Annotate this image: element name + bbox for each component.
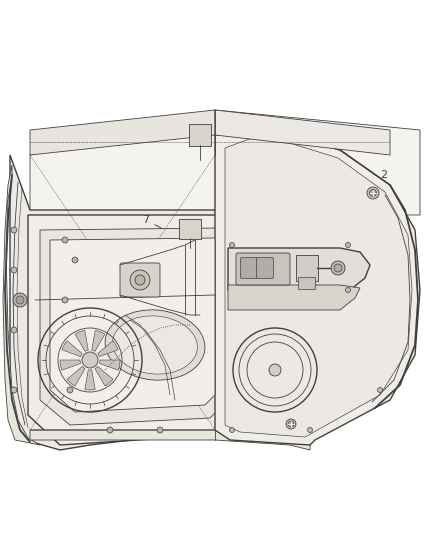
Circle shape bbox=[230, 243, 234, 247]
Circle shape bbox=[378, 387, 382, 392]
Circle shape bbox=[269, 364, 281, 376]
Circle shape bbox=[370, 190, 377, 197]
Circle shape bbox=[82, 352, 98, 368]
Polygon shape bbox=[228, 248, 370, 290]
Polygon shape bbox=[225, 138, 412, 437]
Text: 7: 7 bbox=[142, 215, 176, 236]
Polygon shape bbox=[215, 130, 420, 445]
Wedge shape bbox=[60, 360, 81, 370]
Polygon shape bbox=[215, 110, 390, 155]
Text: 1: 1 bbox=[251, 170, 312, 207]
Polygon shape bbox=[30, 430, 310, 450]
Circle shape bbox=[157, 427, 163, 433]
Circle shape bbox=[11, 267, 17, 273]
Wedge shape bbox=[92, 330, 105, 351]
Circle shape bbox=[367, 187, 379, 199]
Text: 4: 4 bbox=[287, 248, 304, 261]
FancyBboxPatch shape bbox=[257, 257, 273, 279]
Circle shape bbox=[130, 270, 150, 290]
Wedge shape bbox=[75, 330, 88, 351]
Text: 6: 6 bbox=[214, 367, 232, 385]
Text: 3: 3 bbox=[296, 330, 318, 353]
Polygon shape bbox=[50, 238, 215, 412]
FancyBboxPatch shape bbox=[298, 277, 315, 289]
Polygon shape bbox=[30, 110, 215, 155]
Text: 8: 8 bbox=[291, 425, 299, 435]
Circle shape bbox=[230, 427, 234, 432]
Polygon shape bbox=[30, 110, 420, 245]
Circle shape bbox=[135, 275, 145, 285]
Circle shape bbox=[346, 287, 350, 293]
Polygon shape bbox=[28, 215, 230, 445]
Circle shape bbox=[286, 419, 296, 429]
Ellipse shape bbox=[105, 310, 205, 380]
Wedge shape bbox=[62, 341, 82, 357]
FancyBboxPatch shape bbox=[240, 257, 258, 279]
Wedge shape bbox=[98, 341, 118, 357]
Circle shape bbox=[334, 264, 342, 272]
FancyBboxPatch shape bbox=[120, 263, 160, 297]
Wedge shape bbox=[67, 366, 85, 386]
Ellipse shape bbox=[113, 316, 198, 374]
Circle shape bbox=[11, 327, 17, 333]
Circle shape bbox=[62, 237, 68, 243]
FancyBboxPatch shape bbox=[296, 255, 318, 281]
Text: 5: 5 bbox=[378, 280, 399, 294]
Circle shape bbox=[307, 427, 312, 432]
Wedge shape bbox=[95, 366, 113, 386]
Text: 2: 2 bbox=[374, 170, 388, 191]
Polygon shape bbox=[40, 228, 220, 425]
Circle shape bbox=[346, 243, 350, 247]
FancyBboxPatch shape bbox=[236, 253, 290, 285]
Polygon shape bbox=[3, 165, 40, 445]
Wedge shape bbox=[85, 370, 95, 390]
Circle shape bbox=[107, 427, 113, 433]
Polygon shape bbox=[228, 285, 360, 310]
Circle shape bbox=[331, 261, 345, 275]
Wedge shape bbox=[99, 360, 120, 370]
Polygon shape bbox=[10, 155, 230, 450]
FancyBboxPatch shape bbox=[179, 219, 201, 239]
Circle shape bbox=[11, 227, 17, 233]
Circle shape bbox=[16, 296, 24, 304]
Circle shape bbox=[72, 257, 78, 263]
Circle shape bbox=[67, 387, 73, 393]
Circle shape bbox=[288, 421, 294, 427]
FancyBboxPatch shape bbox=[189, 124, 211, 146]
Circle shape bbox=[62, 297, 68, 303]
Circle shape bbox=[13, 293, 27, 307]
Circle shape bbox=[11, 387, 17, 393]
